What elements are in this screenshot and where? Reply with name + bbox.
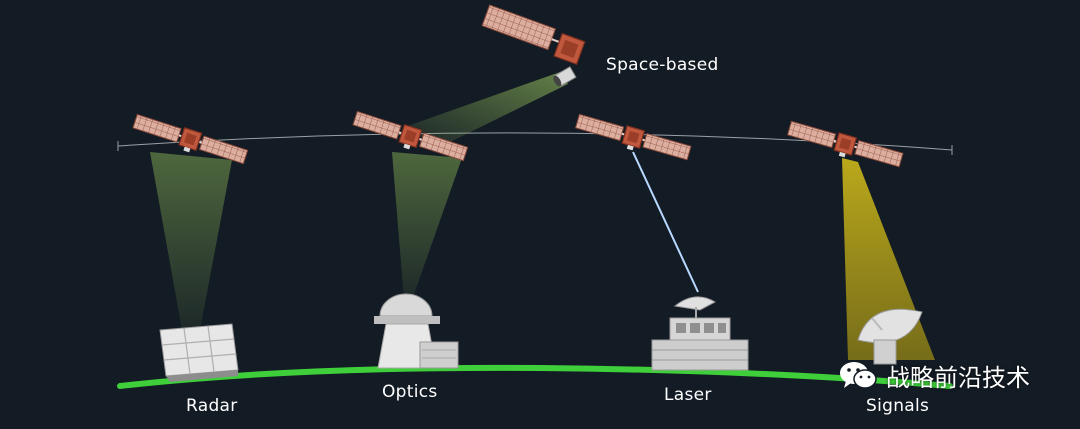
signals-label: Signals [866, 396, 930, 416]
ground-line [117, 364, 953, 389]
radar-beam [150, 152, 232, 330]
optics-label: Optics [382, 382, 438, 402]
radar-label: Radar [186, 396, 238, 416]
wechat-icon [840, 362, 877, 389]
signals-dish [857, 308, 923, 365]
laser-beam [632, 151, 699, 293]
laser-station [651, 296, 749, 371]
optics-beam [392, 152, 462, 300]
laser-label: Laser [664, 385, 712, 405]
watermark-text: 战略前沿技术 [886, 363, 1030, 392]
watermark: 战略前沿技术 [838, 358, 1030, 392]
space-based-beam [402, 72, 568, 146]
space-based-satellite [481, 4, 586, 66]
space-based-label: Space-based [606, 55, 719, 75]
space-telescope [553, 66, 577, 87]
optics-observatory [374, 293, 459, 369]
signals-beam [842, 158, 935, 360]
radar-station [159, 323, 239, 382]
laser-satellite [572, 111, 693, 167]
